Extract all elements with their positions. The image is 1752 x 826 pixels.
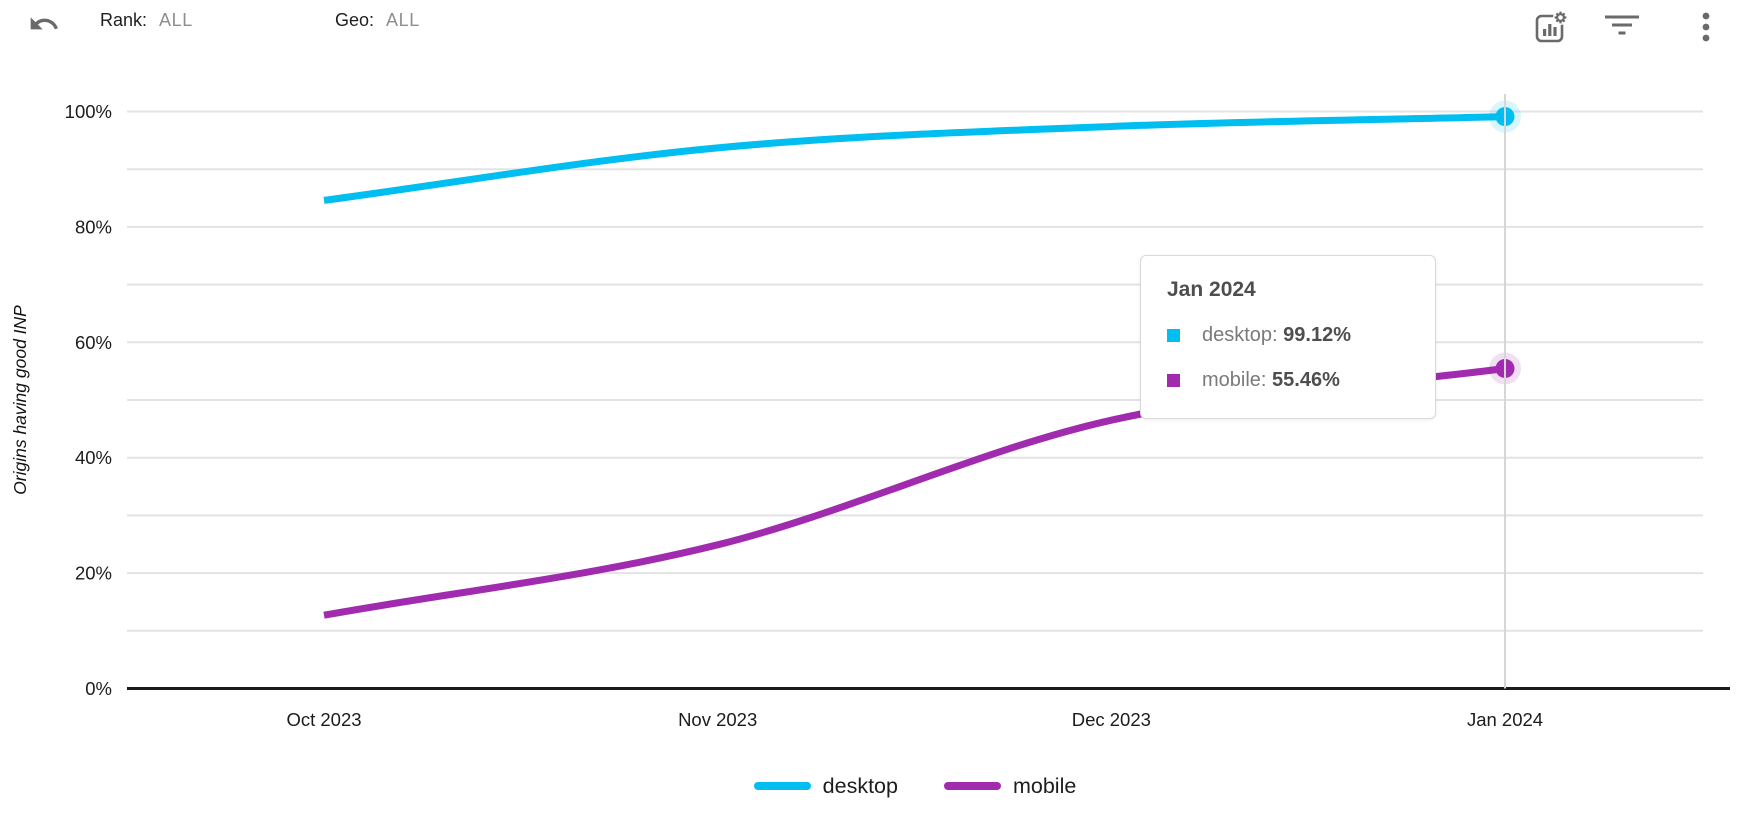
chart-options-icon (1535, 10, 1568, 43)
tooltip-series-swatch (1167, 329, 1180, 342)
tooltip-rows: desktop: 99.12% mobile: 55.46% (1167, 324, 1411, 392)
more-menu-button[interactable] (1692, 6, 1720, 48)
filter-icon (1605, 15, 1639, 35)
legend-item-mobile: mobile (943, 773, 1077, 799)
y-tick-label: 40% (75, 447, 112, 468)
chart-legend: desktop mobile (127, 766, 1703, 806)
undo-icon (30, 17, 58, 30)
y-tick-label: 80% (75, 216, 112, 237)
y-tick-label: 60% (75, 332, 112, 353)
more-vertical-icon (1702, 12, 1710, 42)
legend-swatch-desktop (753, 782, 811, 790)
tooltip-series-name: mobile: (1202, 369, 1273, 391)
legend-item-desktop: desktop (753, 773, 898, 799)
x-axis-tick-labels: Oct 2023 Nov 2023 Dec 2023 Jan 2024 (286, 709, 1543, 730)
x-tick-label: Jan 2024 (1467, 709, 1543, 730)
x-tick-label: Nov 2023 (678, 709, 757, 730)
y-axis-title: Origins having good INP (10, 305, 30, 495)
x-tick-label: Dec 2023 (1072, 709, 1151, 730)
y-tick-label: 0% (85, 678, 112, 699)
y-tick-label: 20% (75, 563, 112, 584)
undo-button[interactable] (24, 4, 64, 44)
legend-label: mobile (1012, 773, 1077, 798)
x-tick-label: Oct 2023 (286, 709, 361, 730)
filter-button[interactable] (1602, 8, 1642, 44)
tooltip-row: desktop: 99.12% (1167, 324, 1411, 347)
y-tick-label: 100% (65, 101, 112, 122)
tooltip-series-name: desktop: (1202, 324, 1284, 346)
tooltip-row: mobile: 55.46% (1167, 369, 1411, 392)
tooltip-title: Jan 2024 (1167, 278, 1256, 301)
toolbar: Rank: ALL Geo: ALL (0, 0, 1752, 56)
series-line-desktop[interactable] (323, 113, 1506, 204)
legend-label: desktop (822, 773, 898, 798)
tooltip-series-swatch (1167, 374, 1180, 387)
chart-tooltip: Jan 2024 desktop: 99.12% mobile: 55.46% (1140, 255, 1436, 419)
geo-filter-control[interactable]: Geo: ALL (335, 10, 420, 31)
rank-filter-label: Rank: (100, 10, 148, 30)
gridlines (127, 110, 1703, 632)
tooltip-series-value: 55.46% (1272, 369, 1340, 391)
rank-filter-control[interactable]: Rank: ALL (100, 10, 193, 31)
rank-filter-value: ALL (159, 10, 193, 30)
chart-options-button[interactable] (1530, 6, 1570, 46)
tooltip-series-value: 99.12% (1283, 324, 1352, 346)
legend-swatch-mobile (943, 782, 1001, 790)
geo-filter-label: Geo: (335, 10, 375, 30)
geo-filter-value: ALL (386, 10, 420, 30)
y-axis-tick-labels: 0% 20% 40% 60% 80% 100% (65, 101, 112, 699)
